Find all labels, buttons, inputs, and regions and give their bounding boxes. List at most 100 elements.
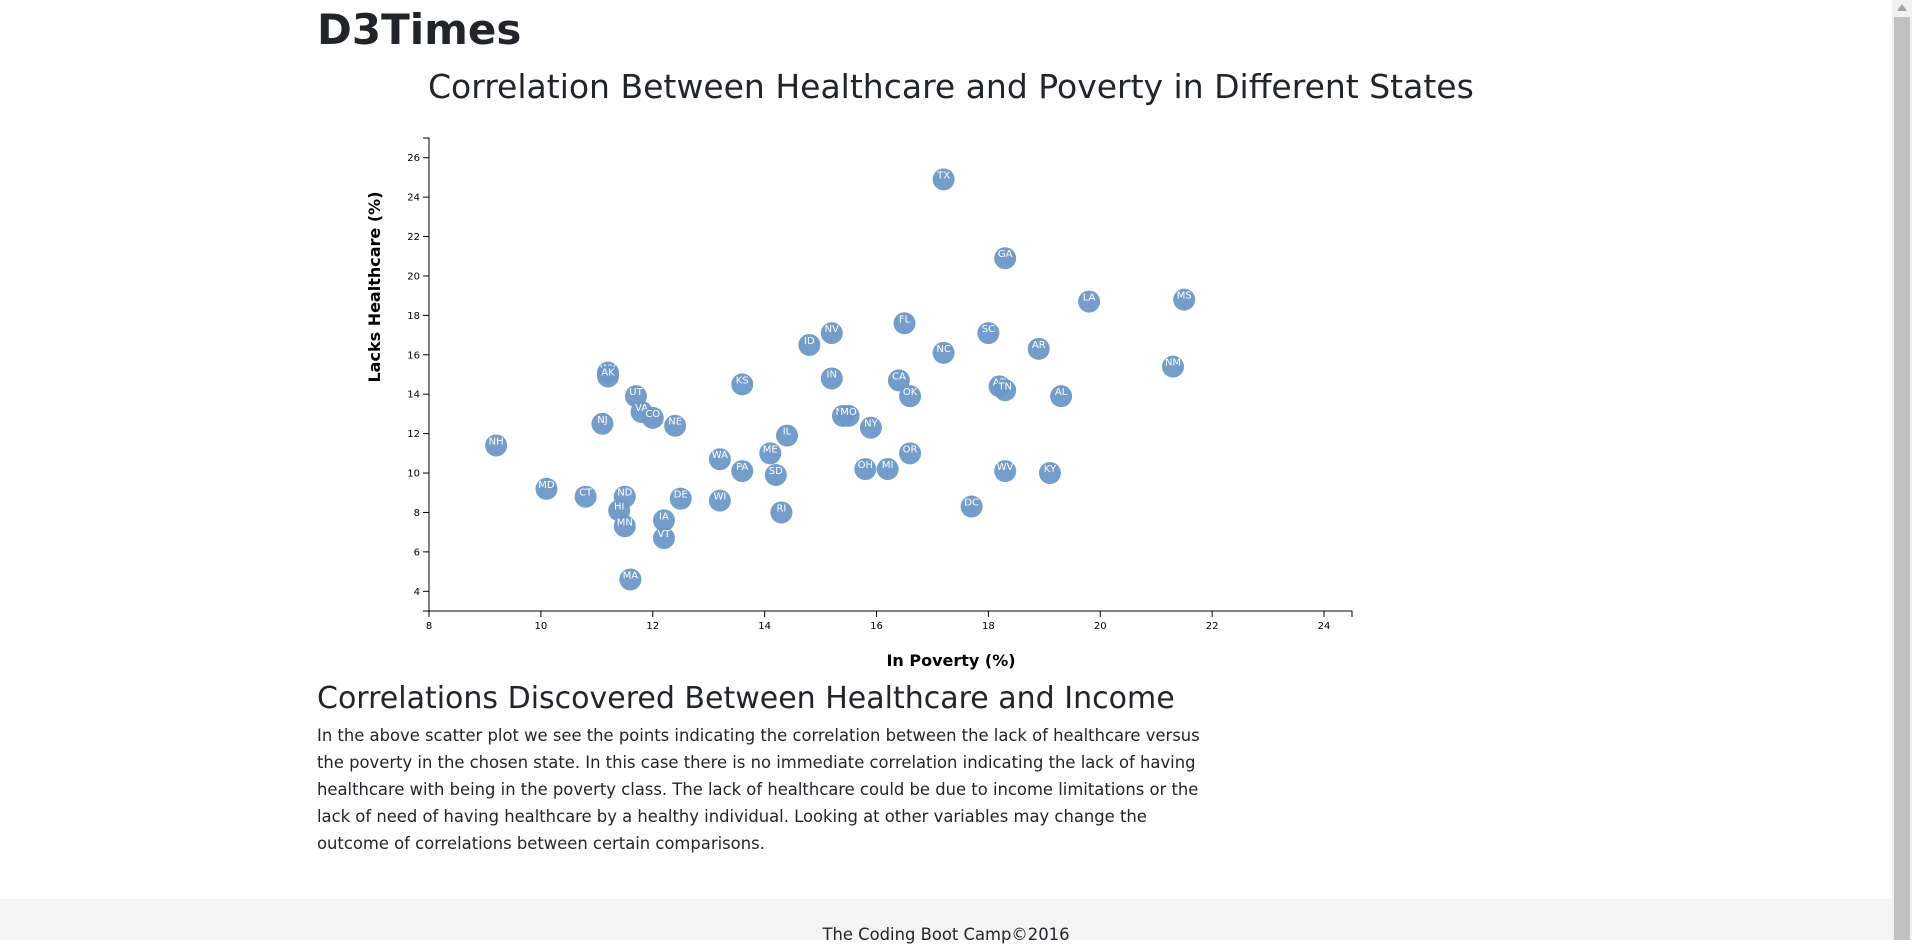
state-point[interactable] xyxy=(613,515,636,538)
state-point[interactable] xyxy=(731,460,754,483)
state-point[interactable] xyxy=(641,406,664,429)
x-tick-label: 12 xyxy=(646,621,659,632)
state-label: IN xyxy=(827,369,837,380)
state-point[interactable] xyxy=(652,527,675,550)
state-point[interactable] xyxy=(1161,355,1184,378)
state-point[interactable] xyxy=(591,412,614,435)
state-point[interactable] xyxy=(652,509,675,532)
state-point[interactable] xyxy=(859,416,882,439)
state-point[interactable] xyxy=(770,501,793,524)
state-label: HI xyxy=(614,501,624,512)
state-point[interactable] xyxy=(899,385,922,408)
state-label: WA xyxy=(712,450,728,461)
footer xyxy=(0,899,1892,940)
state-point[interactable] xyxy=(597,365,620,388)
x-tick-label: 14 xyxy=(758,621,771,632)
state-point[interactable] xyxy=(708,489,731,512)
state-label: AK xyxy=(601,367,615,378)
state-label: CT xyxy=(579,488,593,499)
data-points: TXGALAMSFLNVSCIDNCARNMWYAKKSINCAAZTNUTOK… xyxy=(485,168,1196,591)
state-label: ND xyxy=(617,488,632,499)
state-point[interactable] xyxy=(574,485,597,508)
state-point[interactable] xyxy=(776,424,799,447)
state-point[interactable] xyxy=(798,333,821,356)
y-axis: 4 6 8 10 12 14 16 18 20 22 24 26 xyxy=(407,137,430,612)
state-label: OK xyxy=(903,387,918,398)
state-label: MO xyxy=(840,407,857,418)
scrollbar-thumb[interactable] xyxy=(1894,17,1910,940)
x-axis: 8 10 12 14 16 18 20 22 24 xyxy=(426,610,1353,632)
state-point[interactable] xyxy=(1050,385,1073,408)
scatter-chart: 8 10 12 14 16 18 20 22 24 468101214161820222426 … xyxy=(365,137,1353,670)
state-point[interactable] xyxy=(994,460,1017,483)
x-tick-label: 8 xyxy=(426,621,432,632)
state-label: NC xyxy=(936,344,950,355)
state-label: TN xyxy=(997,381,1012,392)
state-point[interactable] xyxy=(837,404,860,427)
state-label: MD xyxy=(538,480,555,491)
state-label: VT xyxy=(657,529,671,540)
state-label: MA xyxy=(623,570,639,581)
state-label: TX xyxy=(936,170,950,181)
y-axis-line xyxy=(423,137,430,612)
state-point[interactable] xyxy=(977,322,1000,345)
state-label: WI xyxy=(713,492,726,503)
scroll-up-arrow-icon[interactable] xyxy=(1897,4,1907,11)
state-point[interactable] xyxy=(994,247,1017,270)
y-tick-label: 26 xyxy=(407,153,420,164)
state-label: FL xyxy=(899,314,911,325)
state-label: NY xyxy=(864,419,878,430)
state-point[interactable] xyxy=(899,442,922,465)
state-label: CO xyxy=(645,409,660,420)
state-label: DC xyxy=(964,498,979,509)
state-label: KY xyxy=(1044,464,1057,475)
state-label: ID xyxy=(804,336,815,347)
state-label: UT xyxy=(629,387,643,398)
x-tick-label: 18 xyxy=(982,621,995,632)
state-label: VA xyxy=(635,403,648,414)
state-label: OR xyxy=(903,444,918,455)
state-point[interactable] xyxy=(876,458,899,481)
state-label: MS xyxy=(1177,291,1192,302)
state-label: SD xyxy=(769,466,783,477)
state-point[interactable] xyxy=(994,379,1017,402)
state-point[interactable] xyxy=(759,442,782,465)
state-label: DE xyxy=(674,490,688,501)
section-title: Correlations Discovered Between Healthca… xyxy=(317,681,1175,716)
state-point[interactable] xyxy=(619,568,642,591)
state-label: CA xyxy=(892,371,906,382)
state-label: OH xyxy=(858,460,873,471)
state-point[interactable] xyxy=(535,477,558,500)
state-point[interactable] xyxy=(960,495,983,518)
vertical-scrollbar[interactable] xyxy=(1892,0,1912,940)
state-point[interactable] xyxy=(664,414,687,437)
state-label: LA xyxy=(1083,293,1096,304)
state-label: SC xyxy=(982,324,995,335)
state-point[interactable] xyxy=(887,369,910,392)
state-point[interactable] xyxy=(820,367,843,390)
state-point[interactable] xyxy=(1038,462,1061,485)
state-point[interactable] xyxy=(485,434,508,457)
state-point[interactable] xyxy=(731,373,754,396)
state-point[interactable] xyxy=(764,464,787,487)
state-point[interactable] xyxy=(854,458,877,481)
state-label: GA xyxy=(998,249,1013,260)
brand-title: D3Times xyxy=(317,5,522,54)
x-axis-label: In Poverty (%) xyxy=(886,651,1015,670)
state-point[interactable] xyxy=(1078,290,1101,313)
state-point[interactable] xyxy=(932,341,955,364)
state-point[interactable] xyxy=(893,312,916,335)
y-tick-label: 18 xyxy=(407,311,420,322)
y-tick-label: 4 xyxy=(414,587,420,598)
state-point[interactable] xyxy=(1173,288,1196,311)
state-point[interactable] xyxy=(669,487,692,510)
state-point[interactable] xyxy=(708,448,731,471)
state-label: NV xyxy=(825,324,839,335)
state-label: AL xyxy=(1055,387,1068,398)
state-point[interactable] xyxy=(820,322,843,345)
state-label: KS xyxy=(736,375,749,386)
x-tick-label: 10 xyxy=(535,621,548,632)
state-point[interactable] xyxy=(1027,337,1050,360)
y-tick-label: 14 xyxy=(407,390,420,401)
state-point[interactable] xyxy=(932,168,955,191)
